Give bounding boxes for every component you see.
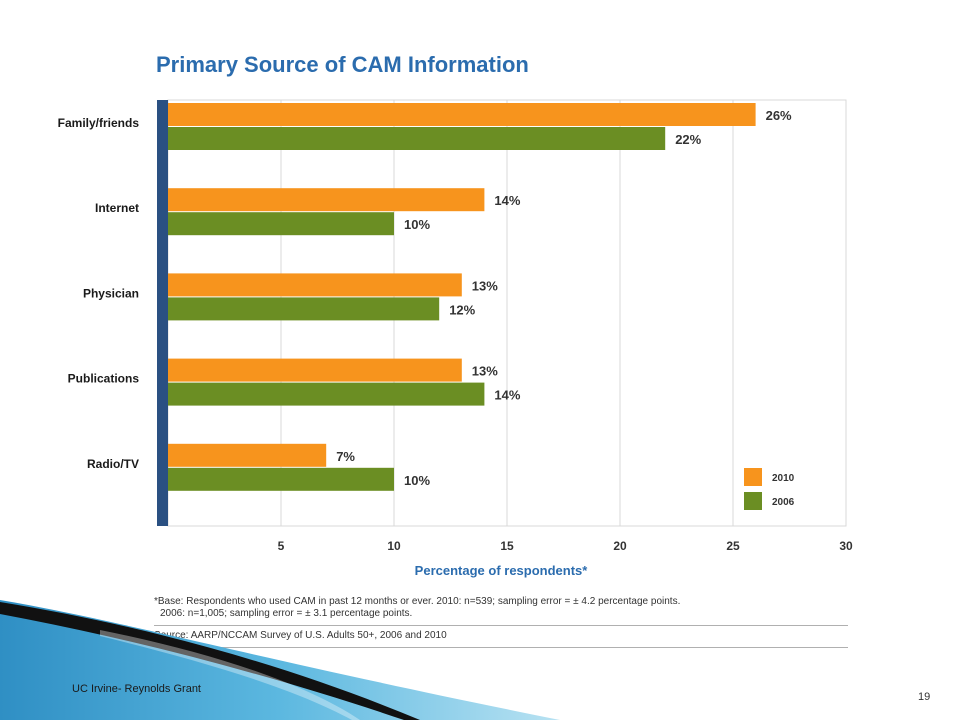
legend: 2010 2006 <box>744 468 795 510</box>
legend-label: 2010 <box>772 473 795 484</box>
bar-2006-1 <box>168 212 394 236</box>
bar-2010-1 <box>168 188 485 212</box>
legend-swatch-2010 <box>744 468 762 486</box>
base-note-line-1: *Base: Respondents who used CAM in past … <box>154 596 681 607</box>
axes <box>157 100 168 526</box>
category-label: Radio/TV <box>87 457 139 471</box>
data-label: 10% <box>404 217 430 232</box>
x-tick-label: 5 <box>278 539 285 553</box>
data-label: 7% <box>336 449 355 464</box>
x-axis-label: Percentage of respondents* <box>415 563 589 578</box>
bar-2006-4 <box>168 467 394 491</box>
bar-2006-0 <box>168 127 666 150</box>
chart-title: Primary Source of CAM Information <box>156 52 529 77</box>
data-label: 26% <box>766 108 792 123</box>
x-tick-label: 20 <box>613 539 627 553</box>
category-label: Internet <box>95 201 139 215</box>
bar-2010-3 <box>168 358 462 382</box>
data-label: 12% <box>449 302 475 317</box>
bars <box>168 103 756 491</box>
footer-swoosh-decoration <box>0 600 560 720</box>
x-tick-label: 25 <box>726 539 740 553</box>
data-label: 14% <box>494 193 520 208</box>
source-divider <box>154 625 848 626</box>
bar-2006-2 <box>168 297 440 321</box>
data-label: 14% <box>494 388 520 403</box>
x-tick-label: 30 <box>839 539 853 553</box>
labels: 5 10 15 20 25 30 Family/friends 26% 22% Internet 1… <box>58 108 853 553</box>
bar-2006-3 <box>168 382 485 406</box>
data-label: 13% <box>472 364 498 379</box>
source-note: Source: AARP/NCCAM Survey of U.S. Adults… <box>154 630 447 641</box>
legend-label: 2006 <box>772 497 795 508</box>
bar-2010-0 <box>168 103 756 126</box>
data-label: 13% <box>472 278 498 293</box>
x-tick-label: 10 <box>387 539 401 553</box>
bar-chart: 5 10 15 20 25 30 Family/friends 26% 22% Internet 1… <box>58 99 853 578</box>
category-label: Publications <box>68 372 140 386</box>
legend-swatch-2006 <box>744 492 762 510</box>
data-label: 10% <box>404 473 430 488</box>
category-label: Family/friends <box>58 116 140 130</box>
data-label: 22% <box>675 132 701 147</box>
bar-2010-4 <box>168 443 327 467</box>
chart-notes: *Base: Respondents who used CAM in past … <box>154 596 854 648</box>
base-note-line-2: 2006: n=1,005; sampling error = ± 3.1 pe… <box>160 608 413 619</box>
source-divider-bottom <box>154 647 848 648</box>
slide-number: 19 <box>918 691 931 703</box>
bar-2010-2 <box>168 273 462 297</box>
x-tick-label: 15 <box>500 539 514 553</box>
category-label: Physician <box>83 286 139 300</box>
y-axis-line <box>157 100 168 526</box>
footer-organization: UC Irvine- Reynolds Grant <box>72 683 201 695</box>
